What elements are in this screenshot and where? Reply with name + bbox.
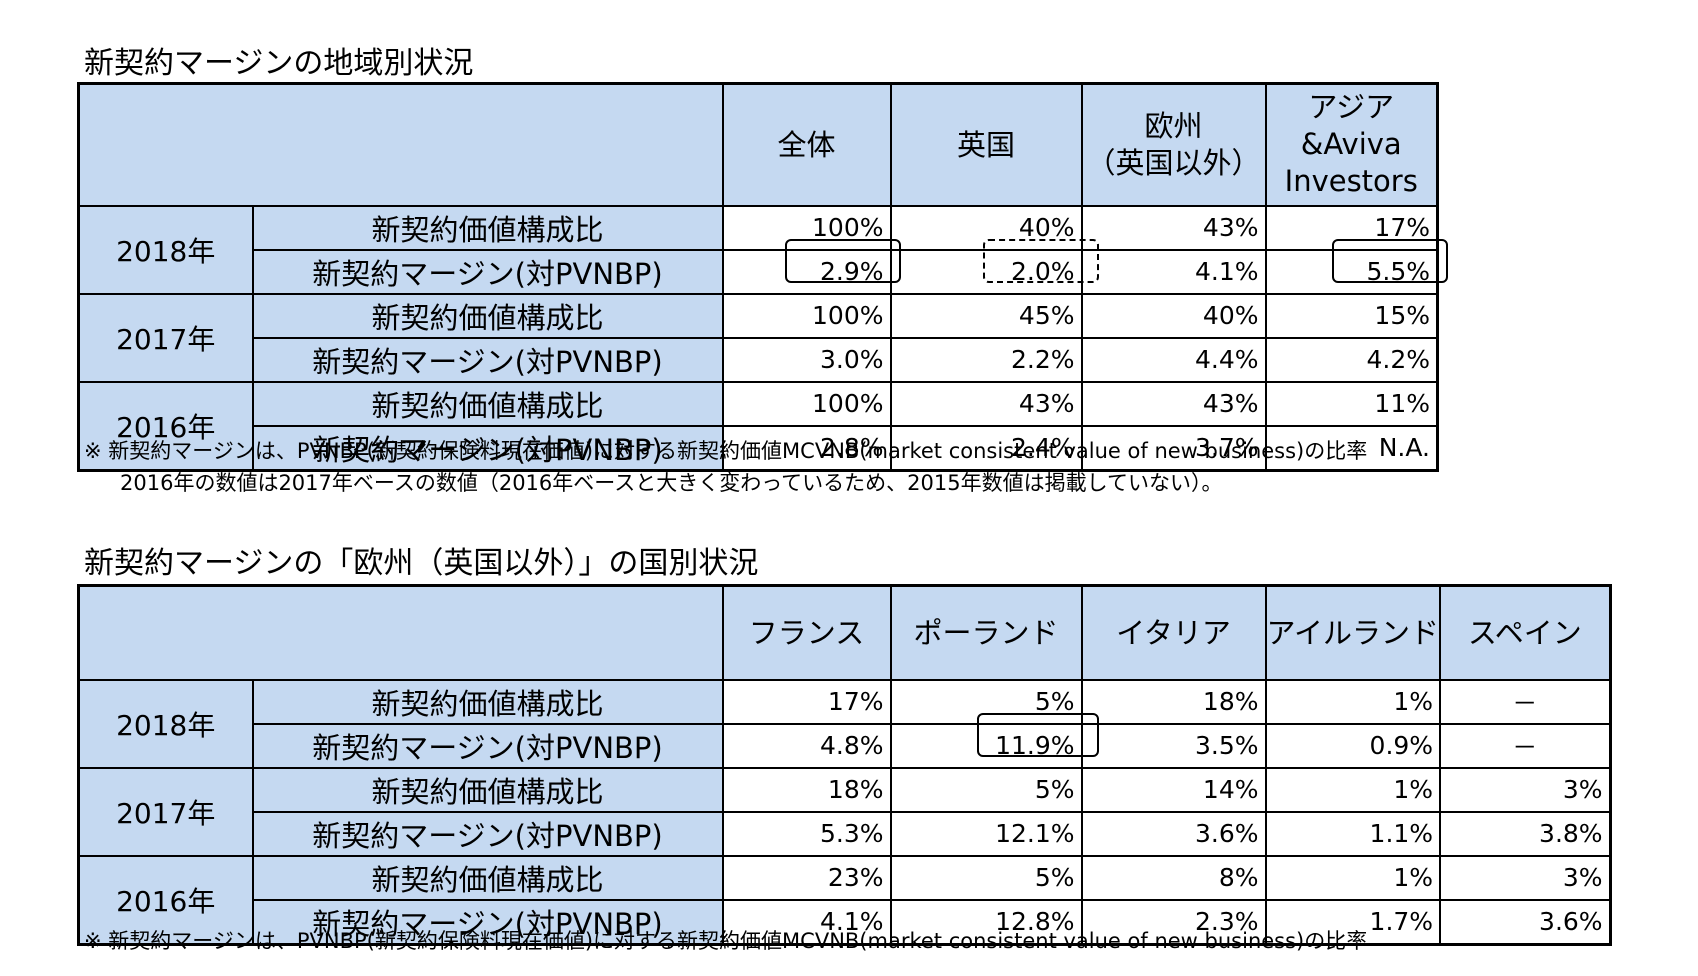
value-cell: 2.4% [889,424,1083,471]
value-cell: 40% [1080,292,1267,339]
value-cell: 15% [1264,292,1439,339]
value-cell: 12.1% [889,810,1083,857]
value-cell: 1.1% [1264,810,1442,857]
table2-note-1: ※ 新契約マージンは、PVNBP(新契約保険料現在価値)に対する新契約価値MCV… [84,929,1368,953]
header-blank-cell [77,584,724,681]
value-cell: 18% [1080,678,1267,725]
value-cell: 1% [1264,678,1442,725]
value-cell: 0.9% [1264,722,1442,769]
metric-composition: 新契約価値構成比 [251,380,724,427]
metric-composition: 新契約価値構成比 [251,678,724,725]
header-europe-ex-uk: 欧州 （英国以外） [1080,82,1267,207]
year-2018: 2018年 [77,678,254,769]
value-cell: N.A. [1264,424,1439,471]
value-cell: 5.5% [1264,248,1439,295]
value-cell: 3.7% [1080,424,1267,471]
value-cell-dash: － [1439,722,1612,769]
metric-margin: 新契約マージン(対PVNBP) [251,424,724,471]
table1-note-1: ※ 新契約マージンは、PVNBP(新契約保険料現在価値)に対する新契約価値MCV… [84,439,1368,463]
metric-composition: 新契約価値構成比 [251,204,724,251]
value-cell: 1% [1264,854,1442,901]
year-2017: 2017年 [77,766,254,857]
value-cell: 3.5% [1080,722,1267,769]
header-uk: 英国 [889,82,1083,207]
value-cell: 3% [1439,854,1612,901]
table1-note-2: 2016年の数値は2017年ベースの数値（2016年ベースと大きく変わっているた… [120,471,1223,495]
metric-margin: 新契約マージン(対PVNBP) [251,248,724,295]
value-cell: 2.8% [721,424,892,471]
value-cell: 2.3% [1080,898,1267,945]
table2-title: 新契約マージンの「欧州（英国以外）」の国別状況 [84,546,759,581]
value-cell: 4.1% [721,898,892,945]
value-cell: 43% [889,380,1083,427]
value-cell: 100% [721,204,892,251]
value-cell: 1% [1264,766,1442,813]
header-total: 全体 [721,82,892,207]
value-cell: 5.3% [721,810,892,857]
value-cell-dash: － [1439,678,1612,725]
value-cell: 4.1% [1080,248,1267,295]
value-cell: 3.6% [1439,898,1612,945]
value-cell: 2.9% [721,248,892,295]
country-margin-table: フランス ポーランド イタリア アイルランド スペイン 2018年 新契約価値構… [77,584,1612,946]
value-cell: 3% [1439,766,1612,813]
value-cell: 14% [1080,766,1267,813]
metric-composition: 新契約価値構成比 [251,854,724,901]
value-cell: 1.7% [1264,898,1442,945]
value-cell: 100% [721,292,892,339]
value-cell: 3.6% [1080,810,1267,857]
value-cell: 43% [1080,380,1267,427]
year-2018: 2018年 [77,204,254,295]
value-cell: 3.8% [1439,810,1612,857]
value-cell: 4.8% [721,722,892,769]
year-2017: 2017年 [77,292,254,383]
header-asia-aviva: アジア &Aviva Investors [1264,82,1439,207]
metric-margin: 新契約マージン(対PVNBP) [251,722,724,769]
value-cell: 2.2% [889,336,1083,383]
value-cell: 4.4% [1080,336,1267,383]
value-cell: 17% [721,678,892,725]
metric-margin: 新契約マージン(対PVNBP) [251,810,724,857]
value-cell: 40% [889,204,1083,251]
value-cell: 3.0% [721,336,892,383]
value-cell: 11.9% [889,722,1083,769]
regional-margin-table: 全体 英国 欧州 （英国以外） アジア &Aviva Investors 201… [77,82,1439,472]
value-cell: 5% [889,766,1083,813]
value-cell: 5% [889,678,1083,725]
value-cell: 17% [1264,204,1439,251]
header-blank-cell [77,82,724,207]
header-italy: イタリア [1080,584,1267,681]
header-france: フランス [721,584,892,681]
value-cell: 11% [1264,380,1439,427]
value-cell: 18% [721,766,892,813]
value-cell: 100% [721,380,892,427]
value-cell: 12.8% [889,898,1083,945]
value-cell: 45% [889,292,1083,339]
year-2016: 2016年 [77,854,254,945]
table1-title: 新契約マージンの地域別状況 [84,46,474,81]
metric-composition: 新契約価値構成比 [251,766,724,813]
value-cell: 43% [1080,204,1267,251]
year-2016: 2016年 [77,380,254,471]
header-poland: ポーランド [889,584,1083,681]
value-cell: 8% [1080,854,1267,901]
header-spain: スペイン [1439,584,1612,681]
metric-composition: 新契約価値構成比 [251,292,724,339]
metric-margin: 新契約マージン(対PVNBP) [251,898,724,945]
value-cell: 2.0% [889,248,1083,295]
value-cell: 5% [889,854,1083,901]
header-ireland: アイルランド [1264,584,1442,681]
value-cell: 4.2% [1264,336,1439,383]
value-cell: 23% [721,854,892,901]
metric-margin: 新契約マージン(対PVNBP) [251,336,724,383]
